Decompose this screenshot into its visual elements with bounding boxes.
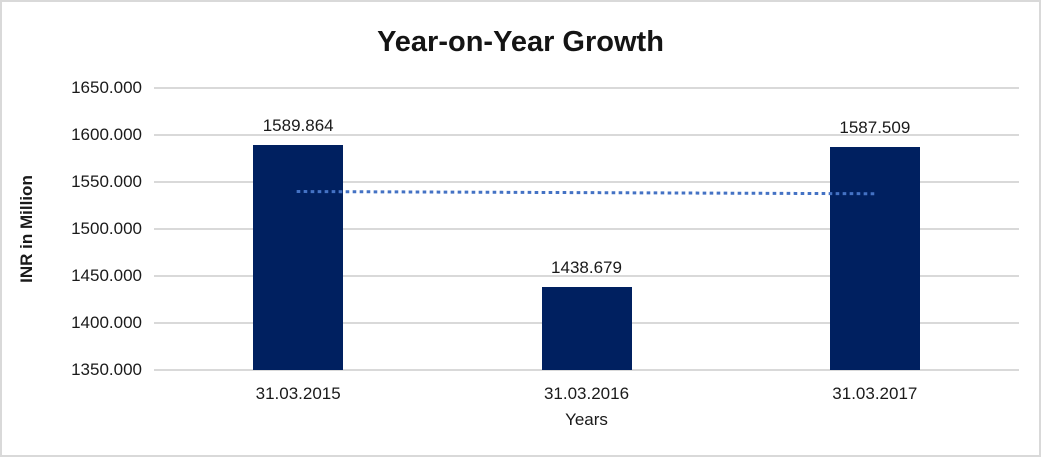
- x-tick-label: 31.03.2016: [543, 384, 630, 403]
- chart-title: Year-on-Year Growth: [377, 26, 664, 58]
- plot-area: 1589.864 1438.679 1587.509: [154, 87, 1019, 371]
- x-axis-title: Years: [565, 410, 608, 429]
- gridline: [154, 228, 1019, 230]
- y-tick-label: 1600.000: [71, 125, 142, 144]
- x-tick-label: 31.03.2017: [832, 384, 918, 403]
- y-tick-label: 1450.000: [71, 266, 142, 285]
- bar-value-label: 1438.679: [551, 257, 622, 277]
- y-tick-label: 1500.000: [71, 219, 142, 238]
- y-tick-label: 1350.000: [71, 360, 142, 379]
- y-tick-label: 1400.000: [71, 312, 142, 332]
- bar-31-03-2015: [253, 144, 344, 370]
- y-tick-label: 1550.000: [71, 171, 142, 191]
- gridline: [154, 180, 1019, 183]
- bar-value-label: 1589.864: [262, 115, 334, 135]
- gridline: [154, 87, 1019, 89]
- y-tick-label: 1650.000: [71, 78, 142, 97]
- bar-value-label: 1587.509: [839, 117, 911, 137]
- bar-31-03-2017: [829, 146, 920, 370]
- gridline: [154, 275, 1019, 277]
- x-axis-labels: 31.03.2015 31.03.2016 31.03.2017: [154, 384, 1019, 406]
- x-tick-label: 31.03.2015: [255, 384, 341, 403]
- y-axis-ticks: 1650.000 1600.000 1550.000 1500.000 1450…: [2, 78, 142, 379]
- bar-31-03-2016: [541, 286, 632, 370]
- gridline: [154, 134, 1019, 136]
- x-axis-line: [154, 369, 1019, 371]
